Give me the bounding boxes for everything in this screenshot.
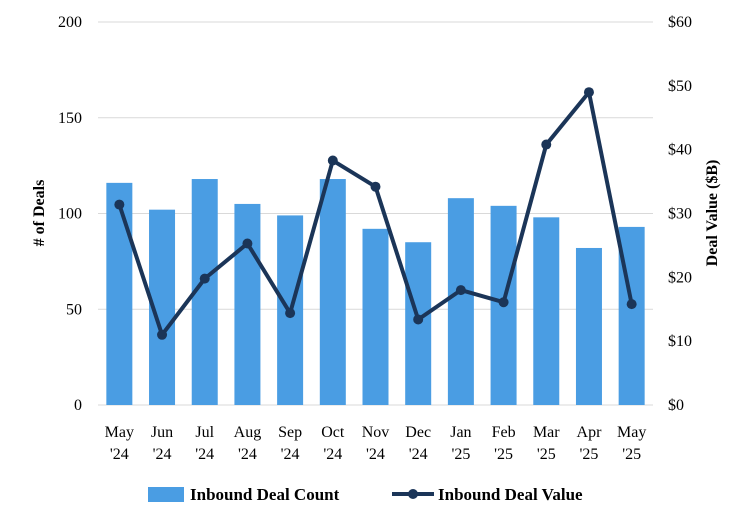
- right-axis-title: Deal Value ($B): [704, 160, 721, 267]
- legend-line-label: Inbound Deal Value: [438, 485, 583, 504]
- x-tick-year: '25: [622, 446, 641, 463]
- legend-line-marker: [408, 489, 418, 499]
- x-tick-month: May: [105, 424, 134, 441]
- right-tick-label: $30: [668, 206, 692, 223]
- x-tick-month: Dec: [405, 424, 431, 441]
- line-point: [114, 199, 125, 210]
- left-axis-ticks: 0 50 100 150 200: [58, 14, 82, 414]
- x-tick-month: Sep: [278, 424, 302, 441]
- x-tick-year: '24: [366, 446, 385, 463]
- line-point: [455, 285, 466, 296]
- left-axis-title: # of Deals: [31, 180, 48, 247]
- x-tick-year: '24: [281, 446, 300, 463]
- bar: [533, 217, 560, 405]
- line-point: [498, 297, 509, 308]
- x-tick-year: '24: [195, 446, 214, 463]
- x-tick-label: Sep '24: [278, 424, 302, 463]
- left-tick-label: 200: [58, 14, 82, 31]
- x-tick-label: Jul '24: [195, 424, 214, 463]
- line-point: [583, 87, 594, 98]
- legend: Inbound Deal Count Inbound Deal Value: [148, 485, 583, 504]
- x-tick-label: Mar '25: [533, 424, 560, 463]
- legend-bar-label: Inbound Deal Count: [190, 485, 340, 504]
- bar: [319, 179, 346, 405]
- line-point: [541, 139, 552, 150]
- left-tick-label: 150: [58, 110, 82, 127]
- line-point: [157, 329, 168, 340]
- x-tick-month: Oct: [321, 424, 345, 441]
- line-series: [114, 87, 637, 340]
- right-axis-ticks: $0 $10 $20 $30 $40 $50 $60: [668, 14, 692, 414]
- right-tick-label: $50: [668, 78, 692, 95]
- line-point: [327, 155, 338, 166]
- line-point: [285, 308, 296, 319]
- x-tick-month: Jul: [195, 424, 214, 441]
- right-tick-label: $0: [668, 397, 684, 414]
- x-tick-year: '24: [238, 446, 257, 463]
- line-point: [626, 299, 637, 310]
- bar: [575, 247, 602, 405]
- x-tick-year: '25: [580, 446, 599, 463]
- line-point: [242, 238, 253, 249]
- line-point: [199, 273, 210, 284]
- x-tick-label: Jun '24: [151, 424, 173, 463]
- x-tick-year: '25: [494, 446, 513, 463]
- x-tick-year: '24: [153, 446, 172, 463]
- x-tick-month: Nov: [362, 424, 390, 441]
- x-tick-label: May '24: [105, 424, 134, 463]
- bar-series: [106, 179, 645, 405]
- right-tick-label: $20: [668, 269, 692, 286]
- bar: [106, 182, 133, 405]
- bar: [234, 203, 261, 405]
- gridlines: [98, 21, 653, 406]
- x-tick-month: Feb: [492, 424, 516, 441]
- bar: [362, 228, 389, 405]
- line-point: [413, 314, 424, 325]
- x-tick-year: '25: [451, 446, 470, 463]
- left-tick-label: 100: [58, 206, 82, 223]
- x-tick-month: Aug: [234, 424, 262, 441]
- left-tick-label: 50: [66, 301, 82, 318]
- right-tick-label: $40: [668, 142, 692, 159]
- line-point: [370, 181, 381, 192]
- x-tick-year: '24: [323, 446, 342, 463]
- x-tick-label: May '25: [617, 424, 646, 463]
- x-axis-ticks: May '24 Jun '24 Jul '24 Aug '24 Sep '24 Oct '24 Nov '…: [105, 424, 647, 463]
- right-tick-label: $10: [668, 333, 692, 350]
- x-tick-month: Apr: [577, 424, 603, 441]
- right-tick-label: $60: [668, 14, 692, 31]
- x-tick-label: Aug '24: [234, 424, 262, 463]
- x-tick-label: Apr '25: [577, 424, 603, 463]
- x-tick-month: Mar: [533, 424, 560, 441]
- x-tick-label: Jan '25: [450, 424, 471, 463]
- x-tick-month: May: [617, 424, 646, 441]
- x-tick-label: Oct '24: [321, 424, 345, 463]
- x-tick-year: '24: [409, 446, 428, 463]
- bar: [447, 198, 474, 405]
- x-tick-month: Jan: [450, 424, 471, 441]
- x-tick-label: Nov '24: [362, 424, 390, 463]
- left-tick-label: 0: [74, 397, 82, 414]
- x-tick-label: Dec '24: [405, 424, 431, 463]
- x-tick-label: Feb '25: [492, 424, 516, 463]
- x-tick-year: '24: [110, 446, 129, 463]
- legend-bar-swatch: [148, 487, 184, 502]
- x-tick-month: Jun: [151, 424, 173, 441]
- x-tick-year: '25: [537, 446, 556, 463]
